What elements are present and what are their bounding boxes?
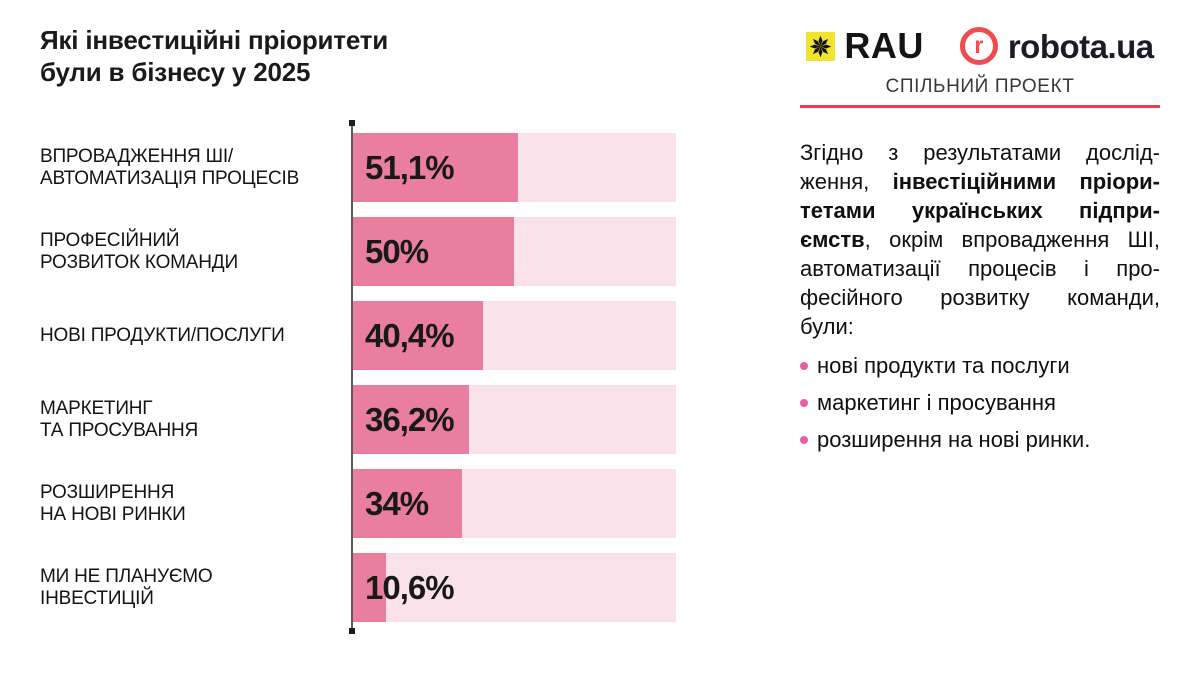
page-title: Які інвестиційні пріоритети були в бізне… (40, 24, 388, 88)
side-panel: RAU r robota.ua СПІЛЬНИЙ ПРОЕКТ Згідно з… (800, 0, 1160, 675)
article-bold-run: ємств (800, 227, 865, 252)
bar-row: ПРОФЕСІЙНИЙ РОЗВИТОК КОМАНДИ 50% (40, 217, 676, 286)
bar-track: 50% (352, 217, 676, 286)
bar-track: 51,1% (352, 133, 676, 202)
category-label-line: МИ НЕ ПЛАНУЄМО (40, 566, 213, 587)
robota-logo: r robota.ua (959, 27, 1154, 65)
rau-logo: RAU (806, 28, 924, 64)
category-label: РОЗШИРЕННЯ НА НОВІ РИНКИ (40, 469, 352, 538)
robota-r-icon: r (959, 27, 998, 65)
bar-row: РОЗШИРЕННЯ НА НОВІ РИНКИ 34% (40, 469, 676, 538)
bullet-dot-icon (800, 435, 808, 444)
bar-fill (352, 133, 518, 202)
bar-fill (352, 553, 387, 622)
article-run: , окрім впровадження ШІ, (864, 227, 1160, 252)
category-label: МИ НЕ ПЛАНУЄМО ІНВЕСТИЦІЙ (40, 553, 352, 622)
axis-cap-top-icon (349, 120, 355, 126)
article-line: тетами українських підпри- (800, 196, 1160, 225)
bar-track: 40,4% (352, 301, 676, 370)
bar-fill (352, 385, 470, 454)
category-label-line: НА НОВІ РИНКИ (40, 503, 186, 525)
bullet-dot-icon (800, 398, 808, 407)
rau-wordmark: RAU (844, 25, 924, 66)
category-label-line: ПРОФЕСІЙНИЙ (40, 230, 180, 251)
bar-row: МАРКЕТИНГ ТА ПРОСУВАННЯ 36,2% (40, 385, 676, 454)
article-line: Згідно з результатами дослід- (800, 138, 1160, 167)
bar-rows: ВПРОВАДЖЕННЯ ШІ/АВТОМАТИЗАЦІЯ ПРОЦЕСІВ 51… (40, 133, 676, 622)
bullet-item: маркетинг і просування (800, 384, 1160, 421)
page-title-line-2: були в бізнесу у 2025 (40, 57, 311, 87)
article-bold-run: інвестіційними пріори- (892, 169, 1161, 194)
bar-chart: ВПРОВАДЖЕННЯ ШІ/АВТОМАТИЗАЦІЯ ПРОЦЕСІВ 51… (40, 133, 676, 622)
category-label-line: РОЗШИРЕННЯ (40, 482, 175, 503)
article-line: ємств, окрім впровадження ШІ, (800, 225, 1160, 254)
article-run: автоматизації процесів і про- (800, 256, 1160, 281)
bar-track: 34% (352, 469, 676, 538)
category-label-line: РОЗВИТОК КОМАНДИ (40, 251, 238, 273)
rau-star-icon (806, 31, 836, 61)
category-label-line: ВПРОВАДЖЕННЯ ШІ/ (40, 146, 234, 167)
category-label-line: НОВІ ПРОДУКТИ/ПОСЛУГИ (40, 324, 285, 346)
category-label: МАРКЕТИНГ ТА ПРОСУВАННЯ (40, 385, 352, 454)
bullet-text: маркетинг і просування (817, 389, 1056, 415)
bar-value-label: 40,4% (365, 316, 455, 354)
bar-row: МИ НЕ ПЛАНУЄМО ІНВЕСТИЦІЙ 10,6% (40, 553, 676, 622)
bar-row: ВПРОВАДЖЕННЯ ШІ/АВТОМАТИЗАЦІЯ ПРОЦЕСІВ 51… (40, 133, 676, 202)
logos-row: RAU r robota.ua (800, 22, 1160, 70)
article-line: автоматизації процесів і про- (800, 254, 1160, 283)
category-label: ВПРОВАДЖЕННЯ ШІ/АВТОМАТИЗАЦІЯ ПРОЦЕСІВ (40, 133, 352, 202)
axis-cap-bottom-icon (349, 628, 355, 634)
bar-value-label: 10,6% (365, 568, 455, 606)
category-label-line: ТА ПРОСУВАННЯ (40, 419, 199, 441)
article-line: фесійного розвитку команди, (800, 283, 1160, 312)
article-bold-run: тетами українських підпри- (800, 198, 1160, 223)
article-text: Згідно з результатами дослід-ження, інве… (800, 138, 1160, 341)
article-run: Згідно з результатами дослід- (800, 140, 1160, 165)
robota-wordmark: robota.ua (1007, 27, 1154, 65)
bar-track: 10,6% (352, 553, 676, 622)
article-line: ження, інвестіційними пріори- (800, 167, 1160, 196)
category-label-line: ІНВЕСТИЦІЙ (40, 587, 154, 609)
bar-value-label: 51,1% (365, 148, 455, 186)
divider-line (800, 105, 1160, 108)
bar-value-label: 34% (365, 484, 429, 522)
bullet-text: нові продукти та послуги (817, 352, 1070, 378)
article-line: були: (800, 312, 1160, 341)
category-label-line: МАРКЕТИНГ (40, 398, 153, 419)
page-title-line-1: Які інвестиційні пріоритети (40, 25, 389, 55)
article-run: були: (800, 314, 854, 339)
category-label: ПРОФЕСІЙНИЙ РОЗВИТОК КОМАНДИ (40, 217, 352, 286)
category-label-line: АВТОМАТИЗАЦІЯ ПРОЦЕСІВ (40, 167, 300, 189)
bar-row: НОВІ ПРОДУКТИ/ПОСЛУГИ 40,4% (40, 301, 676, 370)
robota-r-letter: r (974, 31, 984, 58)
bar-fill (352, 469, 463, 538)
bar-value-label: 36,2% (365, 400, 455, 438)
category-label: НОВІ ПРОДУКТИ/ПОСЛУГИ (40, 301, 352, 370)
bullet-dot-icon (800, 361, 808, 370)
bar-track: 36,2% (352, 385, 676, 454)
article-run: ження, (800, 169, 893, 194)
bar-value-label: 50% (365, 232, 429, 270)
article-run: фесійного розвитку команди, (800, 285, 1160, 310)
bullet-text: розширення на нові ринки. (817, 426, 1091, 452)
chart-axis-line (349, 120, 355, 634)
bullet-item: розширення на нові ринки. (800, 421, 1160, 458)
bullet-list: нові продукти та послуги маркетинг і прос… (800, 347, 1160, 458)
bar-fill (352, 217, 514, 286)
joint-project-label: СПІЛЬНИЙ ПРОЕКТ (885, 76, 1075, 97)
bar-fill (352, 301, 483, 370)
bullet-item: нові продукти та послуги (800, 347, 1160, 384)
